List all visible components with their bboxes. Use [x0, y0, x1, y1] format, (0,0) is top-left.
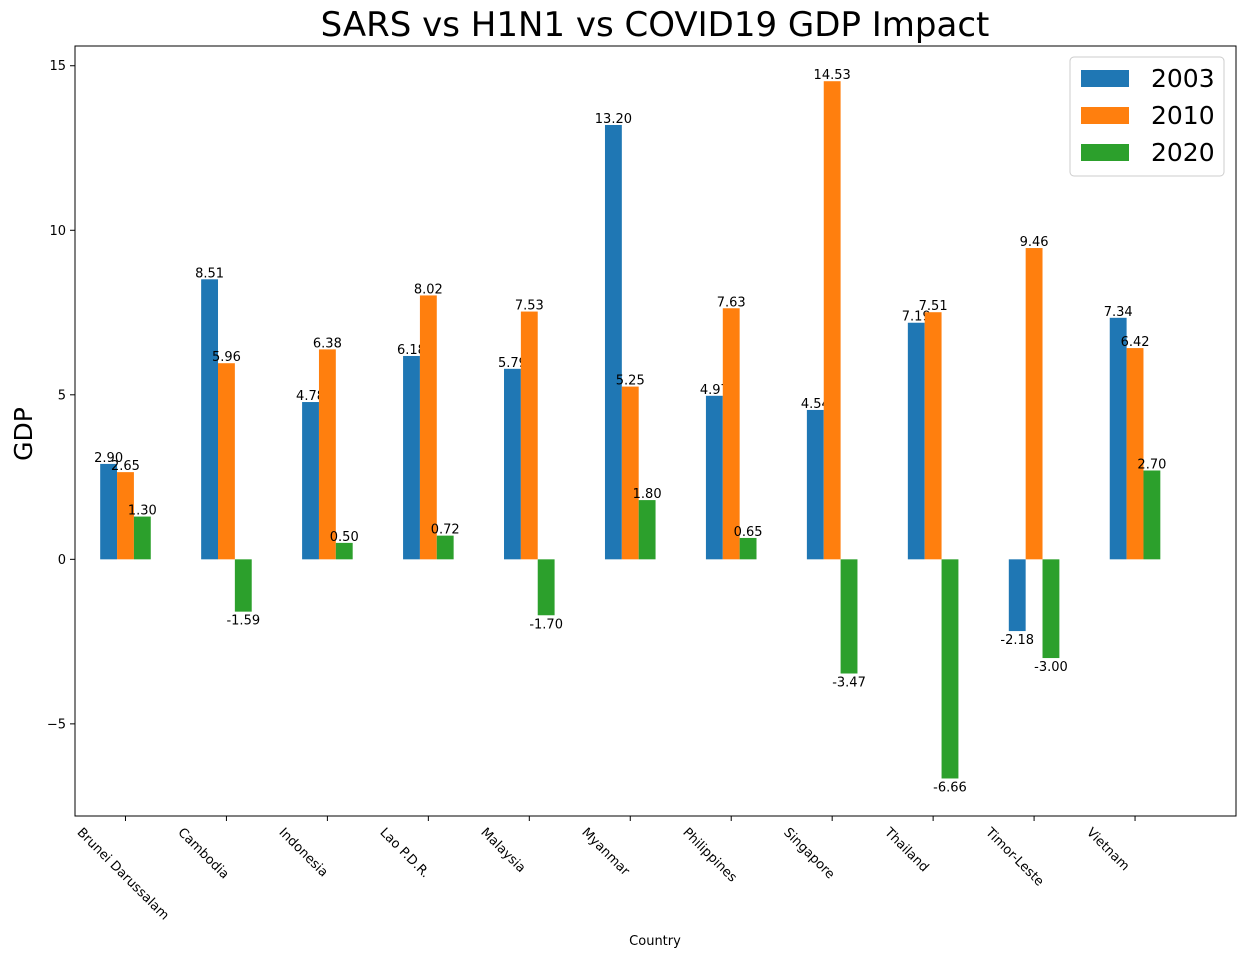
bar-label-2010-10: 6.42	[1121, 335, 1150, 350]
legend-swatch-2003	[1081, 70, 1129, 87]
bar-label-2003-8: 7.19	[902, 310, 931, 325]
bar-label-2010-5: 5.25	[616, 374, 645, 389]
bar-label-2003-1: 8.51	[195, 266, 224, 281]
bar-2003-4	[504, 368, 521, 560]
bar-label-2020-4: -1.70	[529, 617, 563, 632]
bar-2020-0	[133, 516, 151, 560]
y-tick-label-3: 10	[49, 224, 66, 239]
chart-title: SARS vs H1N1 vs COVID19 GDP Impact	[321, 5, 990, 45]
bar-2003-7	[806, 409, 824, 560]
bar-label-2020-3: 0.72	[431, 523, 460, 538]
bar-label-2020-2: 0.50	[330, 530, 359, 545]
bar-2010-5	[621, 386, 639, 560]
bar-label-2003-9: -2.18	[1000, 633, 1034, 648]
bar-label-2020-1: -1.59	[226, 614, 260, 629]
bar-2003-1	[201, 279, 219, 560]
legend-swatch-2020	[1081, 144, 1129, 161]
x-tick-label-10: Vietnam	[1083, 825, 1132, 874]
bar-2010-0	[117, 472, 134, 560]
x-tick-label-4: Malaysia	[477, 825, 528, 876]
bar-2010-10	[1126, 348, 1144, 560]
bar-label-2003-2: 4.78	[296, 389, 325, 404]
bar-2020-4	[537, 559, 555, 616]
y-tick-label-4: 15	[49, 59, 66, 74]
bar-label-2003-10: 7.34	[1104, 305, 1133, 320]
bar-label-2010-8: 7.51	[919, 299, 948, 314]
bar-label-2010-4: 7.53	[515, 299, 544, 314]
x-tick-label-9: Timor-Leste	[982, 825, 1047, 890]
bar-2003-5	[604, 124, 622, 560]
bar-label-2010-0: 2.65	[111, 459, 140, 474]
bar-2010-7	[823, 81, 841, 560]
bar-2010-3	[419, 295, 437, 560]
bar-label-2020-8: -6.66	[933, 780, 967, 795]
bar-2010-6	[722, 308, 740, 560]
bar-2020-2	[335, 542, 353, 560]
bar-label-2003-0: 2.90	[94, 451, 123, 466]
legend-label-2020: 2020	[1151, 138, 1215, 167]
bar-label-2020-5: 1.80	[633, 487, 662, 502]
x-tick-label-0: Brunei Darussalam	[74, 825, 172, 923]
bar-2003-2	[302, 402, 319, 560]
legend-swatch-2010	[1081, 107, 1129, 124]
x-tick-label-7: Singapore	[780, 825, 837, 882]
bar-2010-8	[924, 312, 942, 560]
bar-label-2020-10: 2.70	[1137, 457, 1166, 472]
bar-label-2003-5: 13.20	[595, 112, 632, 127]
y-tick-label-0: −5	[47, 717, 66, 732]
bar-2020-9	[1042, 559, 1060, 659]
x-axis-label: Country	[629, 934, 681, 949]
bar-2003-6	[705, 395, 723, 560]
bar-label-2003-4: 5.79	[498, 356, 527, 371]
bar-2003-0	[100, 463, 118, 560]
bar-2020-7	[840, 559, 858, 674]
bar-label-2020-7: -3.47	[832, 676, 866, 691]
x-tick-label-6: Philippines	[679, 825, 739, 885]
bar-label-2020-6: 0.65	[734, 525, 763, 540]
y-tick-label-1: 0	[58, 553, 66, 568]
plot-frame	[74, 45, 1237, 817]
bar-label-2003-7: 4.54	[801, 397, 830, 412]
x-tick-label-8: Thailand	[881, 825, 932, 876]
bar-label-2010-6: 7.63	[717, 295, 746, 310]
bar-label-2020-0: 1.30	[128, 504, 157, 519]
x-tick-label-1: Cambodia	[175, 825, 232, 882]
bar-2003-3	[403, 355, 420, 560]
bar-label-2020-9: -3.00	[1034, 660, 1068, 675]
bar-label-2010-7: 14.53	[814, 68, 851, 83]
legend-label-2010: 2010	[1151, 101, 1215, 130]
bar-label-2010-1: 5.96	[212, 350, 241, 365]
bar-2010-4	[520, 311, 538, 560]
bar-label-2003-6: 4.97	[700, 383, 729, 398]
bar-2010-9	[1025, 248, 1043, 560]
bar-2020-3	[436, 535, 454, 560]
bar-2003-9	[1008, 559, 1026, 632]
bar-2020-1	[234, 559, 252, 612]
legend-label-2003: 2003	[1151, 64, 1215, 93]
bar-2020-8	[941, 559, 959, 779]
y-tick-label-2: 5	[58, 388, 66, 403]
x-tick-label-5: Myanmar	[578, 825, 632, 879]
bar-2020-5	[638, 500, 656, 560]
legend: 2003 2010 2020	[1069, 56, 1225, 177]
bar-label-2010-9: 9.46	[1020, 235, 1049, 250]
bar-2010-2	[318, 349, 336, 560]
bar-label-2010-3: 8.02	[414, 282, 443, 297]
bar-2010-1	[218, 363, 235, 560]
x-tick-label-2: Indonesia	[276, 825, 331, 880]
bar-2020-10	[1143, 470, 1161, 560]
x-tick-label-3: Lao P.D.R.	[377, 825, 433, 881]
y-axis-label: GDP	[9, 407, 38, 461]
bar-label-2003-3: 6.18	[397, 343, 426, 358]
bar-2003-10	[1109, 317, 1127, 560]
bar-label-2010-2: 6.38	[313, 336, 342, 351]
bar-2020-6	[739, 537, 757, 560]
bar-2003-8	[907, 322, 925, 560]
